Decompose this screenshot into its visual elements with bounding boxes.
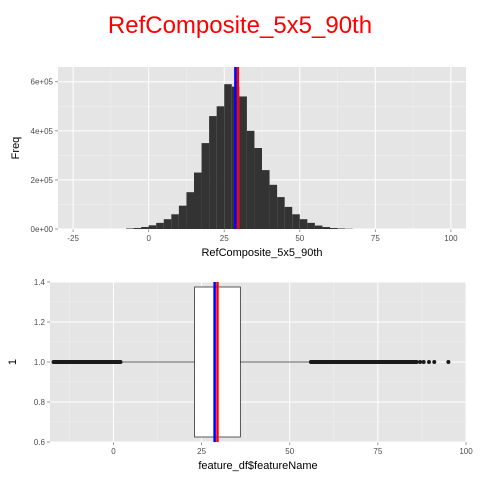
boxplot-y-tick-label: 1.2 <box>34 318 46 327</box>
boxplot-x-tick-label: 100 <box>459 447 473 456</box>
boxplot-y-axis-title: 1 <box>7 359 19 365</box>
histogram-x-tick-label: 100 <box>444 234 458 243</box>
histogram-bar <box>178 205 187 229</box>
histogram-bar <box>330 228 338 229</box>
boxplot-outlier-point <box>418 360 423 364</box>
histogram-x-tick-label: 25 <box>220 234 229 243</box>
histogram-bar <box>171 214 179 229</box>
histogram-bar <box>299 219 308 229</box>
histogram-bar <box>322 227 330 229</box>
boxplot-outlier-point <box>446 360 451 364</box>
histogram-bar <box>163 219 172 229</box>
boxplot-y-tick-label: 1.4 <box>34 278 46 287</box>
histogram-bar <box>292 214 300 229</box>
boxplot-chart: 0 25 50 75 100 0.6 0.8 1.0 1.2 1.4 feature_df$feat… <box>7 278 473 472</box>
histogram-bar <box>246 130 255 229</box>
histogram-bar <box>141 227 149 229</box>
histogram-bar <box>201 143 210 229</box>
chart-title: RefComposite_5x5_90th <box>107 12 373 39</box>
histogram-x-axis-title: RefComposite_5x5_90th <box>201 247 322 259</box>
histogram-bar <box>148 225 157 229</box>
histogram-chart: -25 0 25 50 75 100 0e+00 2e+05 4e+05 6e+05 RefComp… <box>10 67 466 259</box>
histogram-bar <box>284 206 293 229</box>
boxplot-outlier-point <box>432 360 437 364</box>
histogram-bar <box>186 192 194 229</box>
boxplot-x-axis-title: feature_df$featureName <box>198 460 317 472</box>
histogram-x-tick-label: -25 <box>67 234 79 243</box>
histogram-bar <box>156 222 164 229</box>
boxplot-y-tick-label: 0.6 <box>34 438 46 447</box>
histogram-bar <box>216 106 225 229</box>
boxplot-x-tick-label: 50 <box>285 447 294 456</box>
histogram-bar <box>307 222 315 229</box>
histogram-y-tick-label: 0e+00 <box>31 225 54 234</box>
histogram-y-tick-label: 4e+05 <box>31 127 54 136</box>
histogram-bar <box>194 172 202 229</box>
boxplot-outlier-point <box>426 360 431 364</box>
histogram-bar <box>314 225 323 229</box>
boxplot-x-tick-label: 75 <box>373 447 382 456</box>
boxplot-y-tick-label: 1.0 <box>34 358 46 367</box>
histogram-bar <box>277 197 285 229</box>
histogram-bar <box>269 184 278 229</box>
boxplot-outlier-point <box>421 360 426 364</box>
histogram-bar <box>239 96 247 229</box>
histogram-y-tick-label: 6e+05 <box>31 78 54 87</box>
histogram-x-tick-label: 50 <box>295 234 304 243</box>
histogram-y-axis-title: Freq <box>10 137 22 160</box>
histogram-bar <box>224 84 232 229</box>
boxplot-y-tick-label: 0.8 <box>34 398 46 407</box>
histogram-y-tick-label: 2e+05 <box>31 176 54 185</box>
boxplot-x-tick-label: 25 <box>197 447 206 456</box>
histogram-bar <box>254 148 262 229</box>
histogram-bar <box>262 170 270 229</box>
histogram-x-tick-label: 75 <box>371 234 380 243</box>
histogram-x-tick-label: 0 <box>146 234 151 243</box>
histogram-bar <box>133 228 142 229</box>
histogram-bar <box>209 116 217 229</box>
boxplot-x-tick-label: 0 <box>111 447 116 456</box>
